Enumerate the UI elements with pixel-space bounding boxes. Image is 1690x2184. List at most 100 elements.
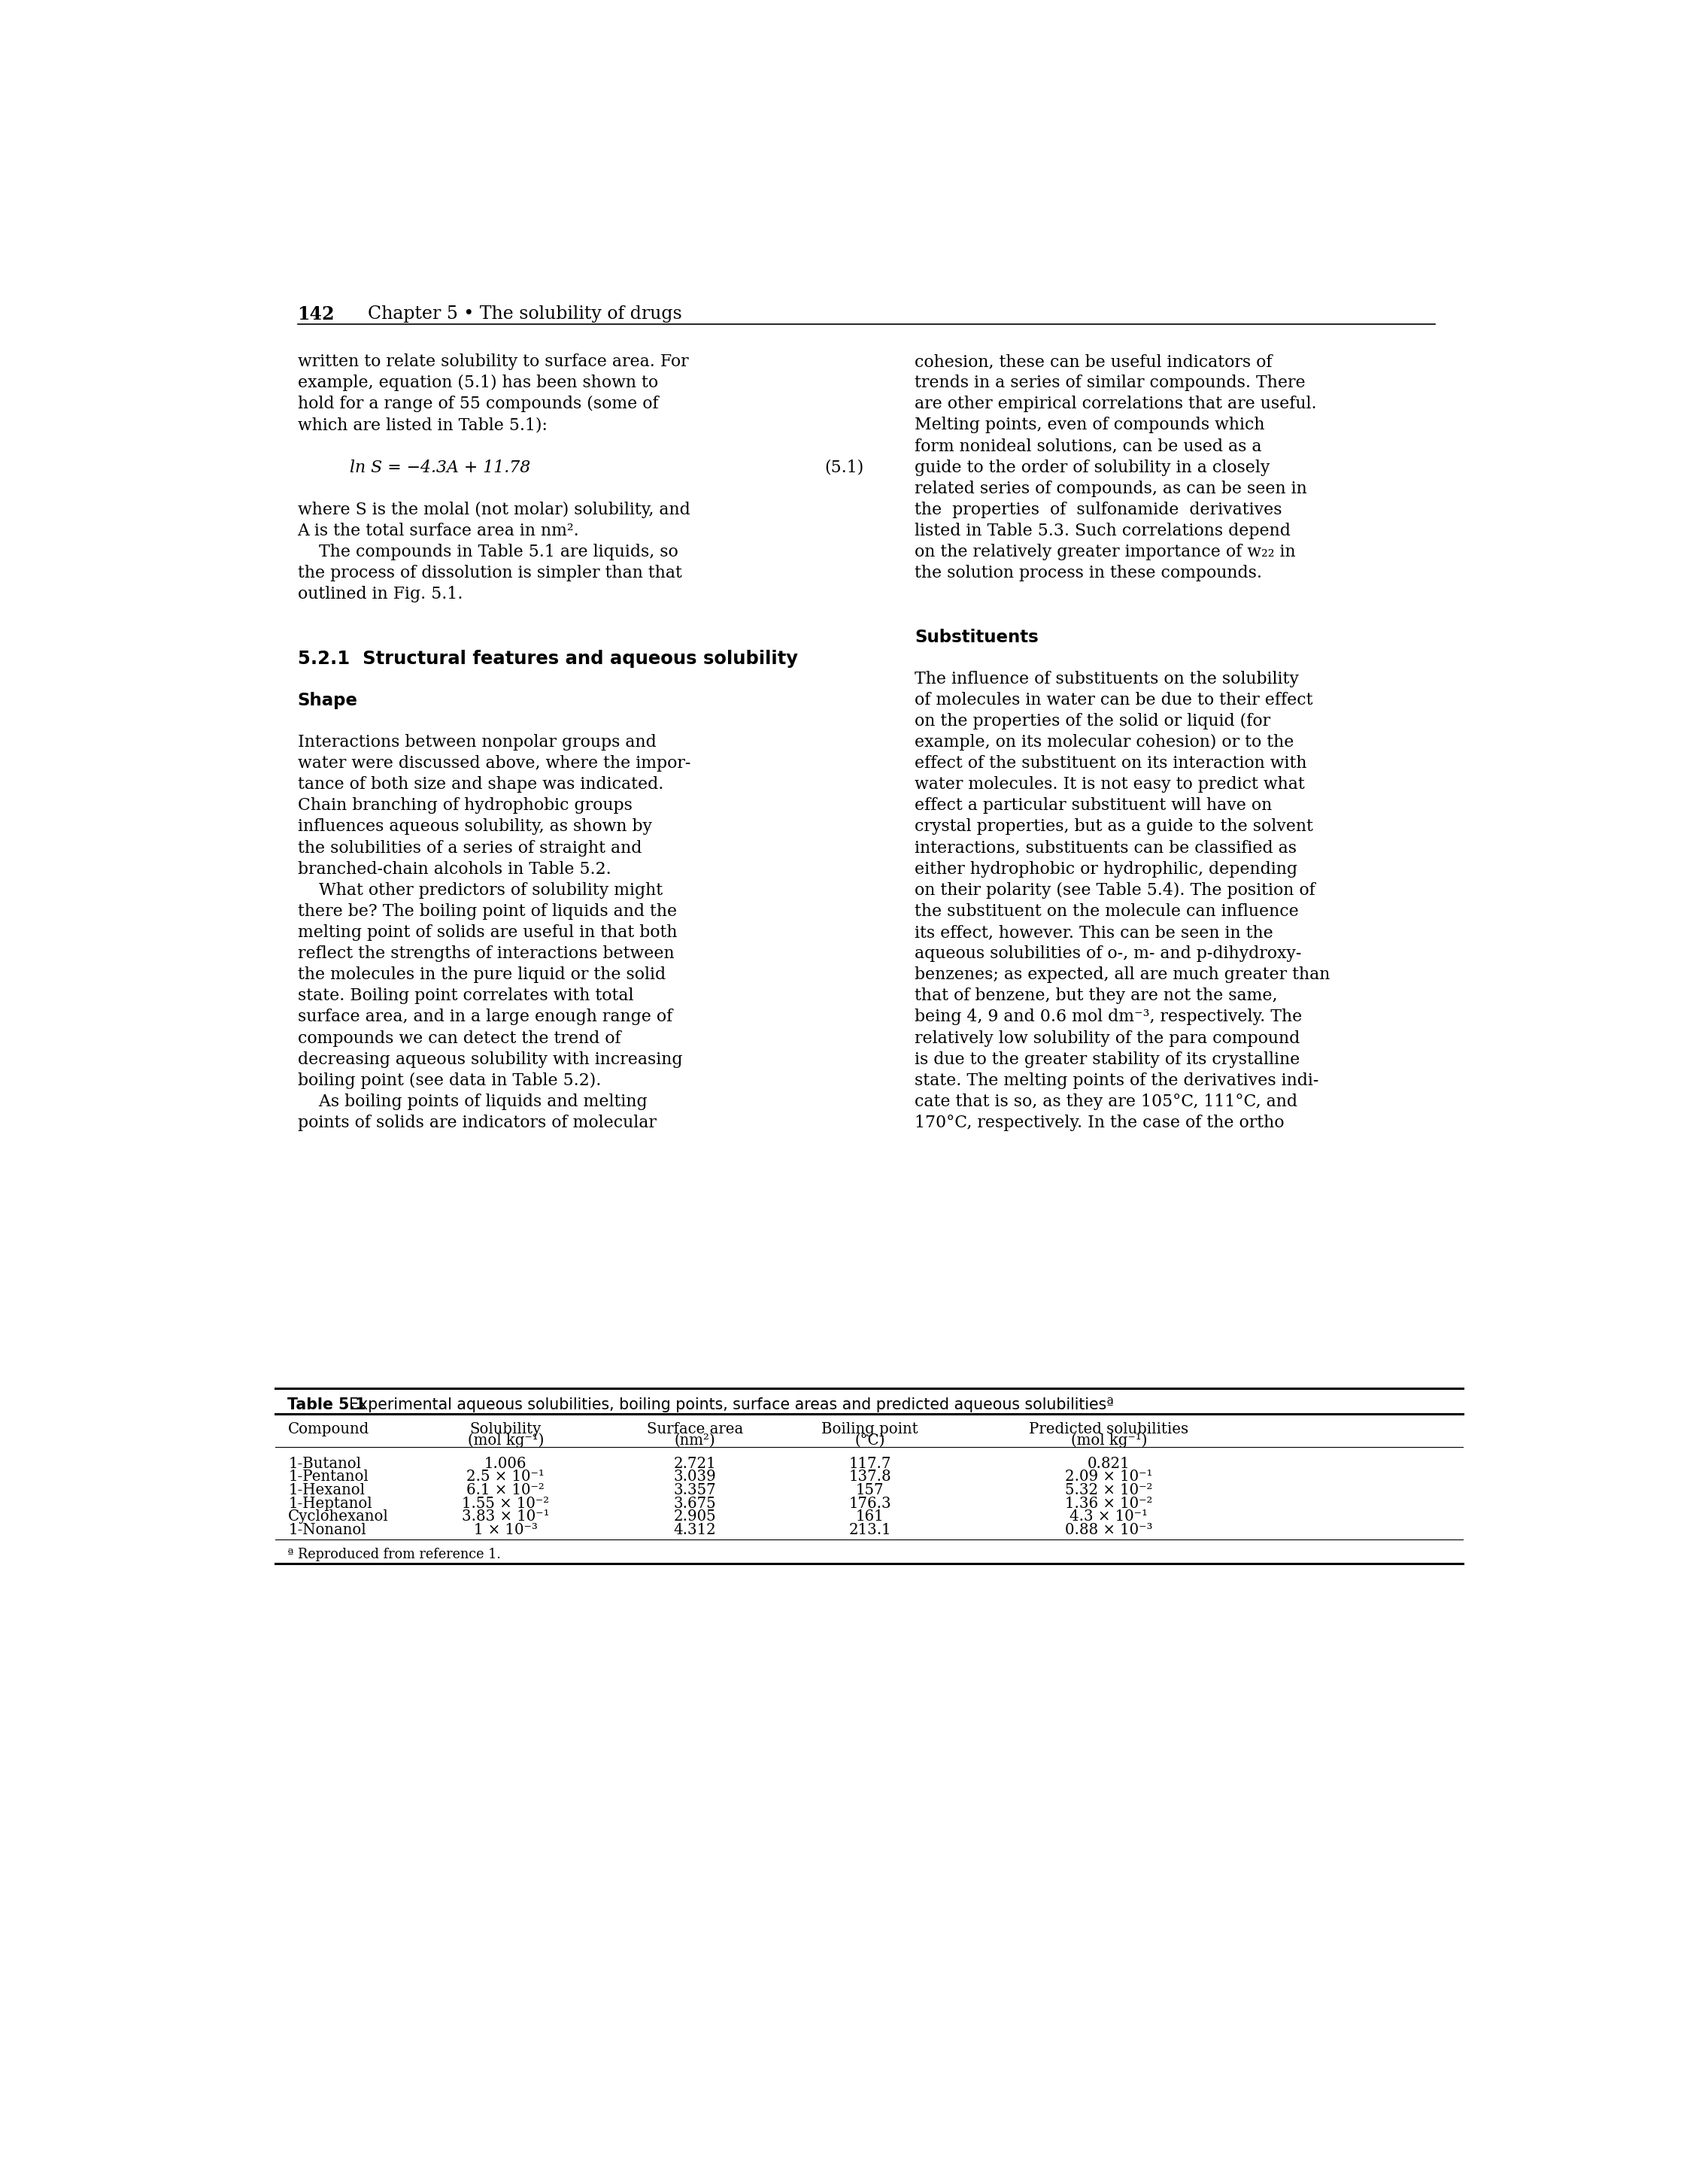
Text: 1-Nonanol: 1-Nonanol: [289, 1522, 367, 1538]
Text: example, on its molecular cohesion) or to the: example, on its molecular cohesion) or t…: [914, 734, 1295, 751]
Text: boiling point (see data in Table 5.2).: boiling point (see data in Table 5.2).: [297, 1072, 602, 1090]
Text: Table 5.1: Table 5.1: [287, 1398, 365, 1413]
Text: 1-Heptanol: 1-Heptanol: [289, 1496, 372, 1511]
Text: water molecules. It is not easy to predict what: water molecules. It is not easy to predi…: [914, 775, 1305, 793]
Text: 3.83 × 10⁻¹: 3.83 × 10⁻¹: [461, 1509, 549, 1524]
Text: 142: 142: [297, 306, 335, 323]
Text: 3.039: 3.039: [674, 1470, 717, 1483]
Text: either hydrophobic or hydrophilic, depending: either hydrophobic or hydrophilic, depen…: [914, 860, 1298, 878]
Text: of molecules in water can be due to their effect: of molecules in water can be due to thei…: [914, 692, 1313, 708]
Text: where S is the molal (not molar) solubility, and: where S is the molal (not molar) solubil…: [297, 502, 690, 518]
Text: 213.1: 213.1: [848, 1522, 891, 1538]
Text: its effect, however. This can be seen in the: its effect, however. This can be seen in…: [914, 924, 1273, 941]
Text: Melting points, even of compounds which: Melting points, even of compounds which: [914, 417, 1264, 435]
Text: relatively low solubility of the para compound: relatively low solubility of the para co…: [914, 1031, 1300, 1046]
Text: 1.006: 1.006: [485, 1457, 527, 1470]
Text: written to relate solubility to surface area. For: written to relate solubility to surface …: [297, 354, 688, 369]
Text: Predicted solubilities: Predicted solubilities: [1029, 1422, 1188, 1437]
Text: the  properties  of  sulfonamide  derivatives: the properties of sulfonamide derivative…: [914, 502, 1283, 518]
Text: on their polarity (see Table 5.4). The position of: on their polarity (see Table 5.4). The p…: [914, 882, 1315, 898]
Text: effect of the substituent on its interaction with: effect of the substituent on its interac…: [914, 756, 1306, 771]
Text: related series of compounds, as can be seen in: related series of compounds, as can be s…: [914, 480, 1306, 498]
Text: trends in a series of similar compounds. There: trends in a series of similar compounds.…: [914, 376, 1306, 391]
Text: decreasing aqueous solubility with increasing: decreasing aqueous solubility with incre…: [297, 1051, 683, 1068]
Text: 137.8: 137.8: [848, 1470, 891, 1483]
Text: 4.3 × 10⁻¹: 4.3 × 10⁻¹: [1070, 1509, 1148, 1524]
Text: 161: 161: [855, 1509, 884, 1524]
Text: that of benzene, but they are not the same,: that of benzene, but they are not the sa…: [914, 987, 1278, 1005]
Text: 6.1 × 10⁻²: 6.1 × 10⁻²: [466, 1483, 544, 1498]
Text: tance of both size and shape was indicated.: tance of both size and shape was indicat…: [297, 775, 664, 793]
Text: 3.675: 3.675: [674, 1496, 717, 1511]
Text: 5.2.1  Structural features and aqueous solubility: 5.2.1 Structural features and aqueous so…: [297, 649, 798, 668]
Text: 2.5 × 10⁻¹: 2.5 × 10⁻¹: [466, 1470, 544, 1483]
Text: A is the total surface area in nm².: A is the total surface area in nm².: [297, 522, 580, 539]
Text: influences aqueous solubility, as shown by: influences aqueous solubility, as shown …: [297, 819, 652, 834]
Text: Interactions between nonpolar groups and: Interactions between nonpolar groups and: [297, 734, 656, 751]
Text: cohesion, these can be useful indicators of: cohesion, these can be useful indicators…: [914, 354, 1273, 369]
Text: The influence of substituents on the solubility: The influence of substituents on the sol…: [914, 670, 1300, 688]
Text: 1 × 10⁻³: 1 × 10⁻³: [473, 1522, 537, 1538]
Text: surface area, and in a large enough range of: surface area, and in a large enough rang…: [297, 1009, 673, 1024]
Text: 0.821: 0.821: [1088, 1457, 1131, 1470]
Text: listed in Table 5.3. Such correlations depend: listed in Table 5.3. Such correlations d…: [914, 522, 1291, 539]
Text: 1.55 × 10⁻²: 1.55 × 10⁻²: [461, 1496, 549, 1511]
Text: (°C): (°C): [855, 1433, 886, 1448]
Text: 4.312: 4.312: [674, 1522, 717, 1538]
Text: 3.357: 3.357: [674, 1483, 717, 1498]
Text: hold for a range of 55 compounds (some of: hold for a range of 55 compounds (some o…: [297, 395, 657, 413]
Text: on the properties of the solid or liquid (for: on the properties of the solid or liquid…: [914, 712, 1271, 729]
Text: Solubility: Solubility: [470, 1422, 541, 1437]
Text: state. Boiling point correlates with total: state. Boiling point correlates with tot…: [297, 987, 634, 1005]
Text: the solution process in these compounds.: the solution process in these compounds.: [914, 566, 1262, 581]
Text: Cyclohexanol: Cyclohexanol: [289, 1509, 389, 1524]
Text: Experimental aqueous solubilities, boiling points, surface areas and predicted a: Experimental aqueous solubilities, boili…: [340, 1398, 1114, 1413]
Text: (nm²): (nm²): [674, 1433, 715, 1448]
Text: interactions, substituents can be classified as: interactions, substituents can be classi…: [914, 839, 1296, 856]
Text: 5.32 × 10⁻²: 5.32 × 10⁻²: [1065, 1483, 1153, 1498]
Text: (5.1): (5.1): [825, 459, 864, 476]
Text: compounds we can detect the trend of: compounds we can detect the trend of: [297, 1031, 620, 1046]
Text: 0.88 × 10⁻³: 0.88 × 10⁻³: [1065, 1522, 1153, 1538]
Text: form nonideal solutions, can be used as a: form nonideal solutions, can be used as …: [914, 439, 1262, 454]
Text: As boiling points of liquids and melting: As boiling points of liquids and melting: [297, 1094, 647, 1109]
Text: the molecules in the pure liquid or the solid: the molecules in the pure liquid or the …: [297, 968, 666, 983]
Text: the process of dissolution is simpler than that: the process of dissolution is simpler th…: [297, 566, 681, 581]
Text: 2.905: 2.905: [674, 1509, 717, 1524]
Text: on the relatively greater importance of w₂₂ in: on the relatively greater importance of …: [914, 544, 1296, 561]
Text: (mol kg⁻¹): (mol kg⁻¹): [1071, 1433, 1148, 1448]
Text: branched-chain alcohols in Table 5.2.: branched-chain alcohols in Table 5.2.: [297, 860, 612, 878]
Text: What other predictors of solubility might: What other predictors of solubility migh…: [297, 882, 662, 898]
Text: ª Reproduced from reference 1.: ª Reproduced from reference 1.: [287, 1548, 500, 1562]
Text: guide to the order of solubility in a closely: guide to the order of solubility in a cl…: [914, 459, 1271, 476]
Text: effect a particular substituent will have on: effect a particular substituent will hav…: [914, 797, 1273, 815]
Text: there be? The boiling point of liquids and the: there be? The boiling point of liquids a…: [297, 904, 676, 919]
Text: points of solids are indicators of molecular: points of solids are indicators of molec…: [297, 1114, 656, 1131]
Text: is due to the greater stability of its crystalline: is due to the greater stability of its c…: [914, 1051, 1300, 1068]
Text: (mol kg⁻¹): (mol kg⁻¹): [468, 1433, 544, 1448]
Text: Shape: Shape: [297, 692, 358, 710]
Text: state. The melting points of the derivatives indi-: state. The melting points of the derivat…: [914, 1072, 1318, 1090]
Text: aqueous solubilities of o-, m- and p-dihydroxy-: aqueous solubilities of o-, m- and p-dih…: [914, 946, 1301, 961]
Text: the substituent on the molecule can influence: the substituent on the molecule can infl…: [914, 904, 1300, 919]
Text: 2.721: 2.721: [674, 1457, 717, 1470]
Text: 117.7: 117.7: [848, 1457, 891, 1470]
Text: 1-Butanol: 1-Butanol: [289, 1457, 362, 1470]
Text: benzenes; as expected, all are much greater than: benzenes; as expected, all are much grea…: [914, 968, 1330, 983]
Text: Compound: Compound: [289, 1422, 370, 1437]
Text: Chapter 5 • The solubility of drugs: Chapter 5 • The solubility of drugs: [367, 306, 681, 323]
Text: outlined in Fig. 5.1.: outlined in Fig. 5.1.: [297, 585, 463, 603]
Text: Chain branching of hydrophobic groups: Chain branching of hydrophobic groups: [297, 797, 632, 815]
Text: cate that is so, as they are 105°C, 111°C, and: cate that is so, as they are 105°C, 111°…: [914, 1094, 1298, 1109]
Text: 2.09 × 10⁻¹: 2.09 × 10⁻¹: [1065, 1470, 1153, 1483]
Text: 1-Hexanol: 1-Hexanol: [289, 1483, 365, 1498]
Text: The compounds in Table 5.1 are liquids, so: The compounds in Table 5.1 are liquids, …: [297, 544, 678, 561]
Text: Substituents: Substituents: [914, 629, 1039, 646]
Text: Boiling point: Boiling point: [821, 1422, 918, 1437]
Text: Surface area: Surface area: [647, 1422, 744, 1437]
Text: are other empirical correlations that are useful.: are other empirical correlations that ar…: [914, 395, 1317, 413]
Text: crystal properties, but as a guide to the solvent: crystal properties, but as a guide to th…: [914, 819, 1313, 834]
Text: being 4, 9 and 0.6 mol dm⁻³, respectively. The: being 4, 9 and 0.6 mol dm⁻³, respectivel…: [914, 1009, 1303, 1024]
Text: ln S = −4.3A + 11.78: ln S = −4.3A + 11.78: [350, 459, 531, 476]
Text: melting point of solids are useful in that both: melting point of solids are useful in th…: [297, 924, 678, 941]
